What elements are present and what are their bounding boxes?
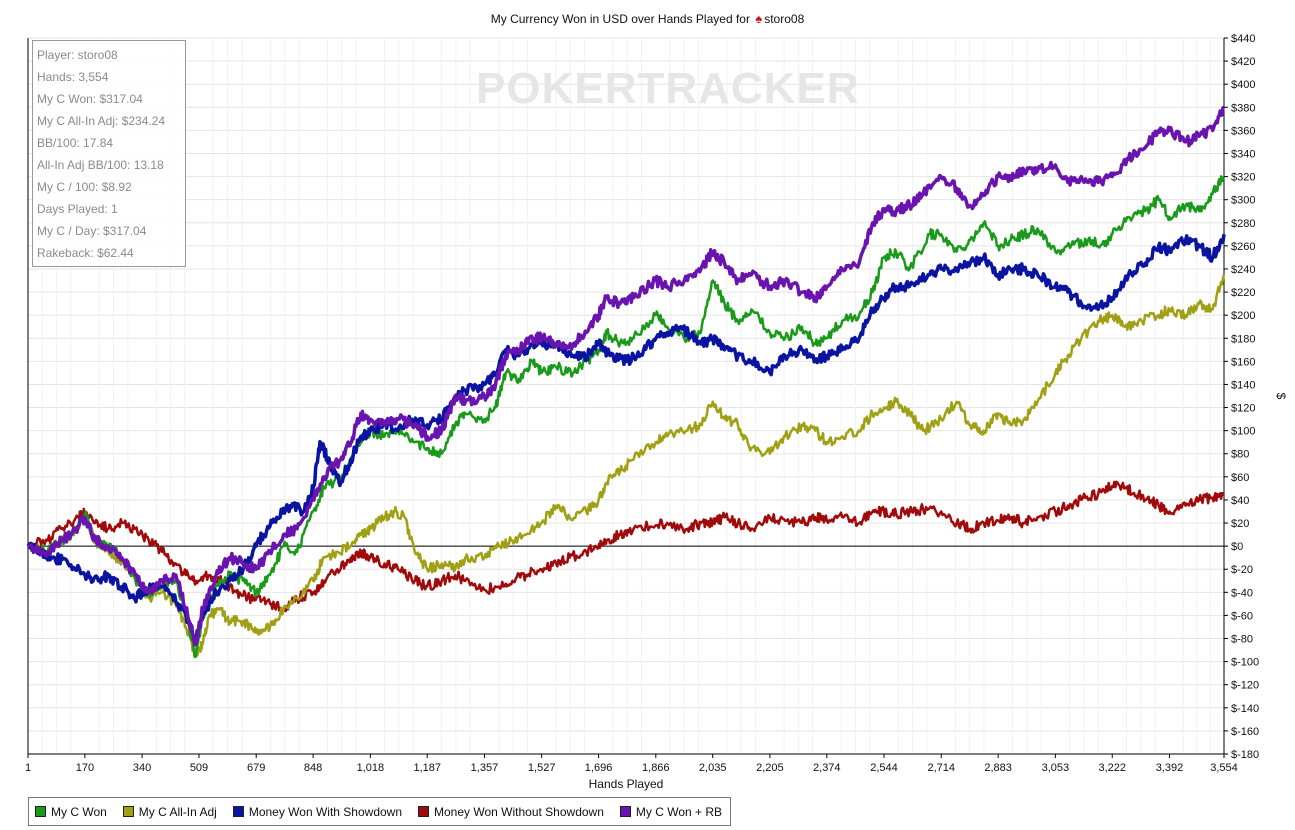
stat-line: Rakeback: $62.44: [37, 246, 134, 260]
y-tick-label: $260: [1231, 241, 1255, 253]
y-tick-label: $-60: [1231, 610, 1253, 622]
stat-line: Hands: 3,554: [37, 70, 109, 84]
x-tick-label: 2,883: [984, 762, 1012, 774]
legend-swatch: [619, 806, 631, 817]
y-tick-label: $240: [1231, 264, 1255, 276]
x-tick-label: 2,035: [699, 762, 727, 774]
x-axis-label: Hands Played: [589, 777, 664, 791]
y-tick-label: $-20: [1231, 564, 1253, 576]
y-tick-label: $220: [1231, 287, 1255, 299]
y-tick-label: $-40: [1231, 587, 1253, 599]
y-tick-label: $60: [1231, 472, 1249, 484]
y-tick-label: $200: [1231, 310, 1255, 322]
stat-line: BB/100: 17.84: [37, 136, 114, 150]
chart-title: My Currency Won in USD over Hands Played…: [0, 11, 1295, 26]
series-line: [27, 105, 1225, 647]
y-tick-label: $180: [1231, 333, 1255, 345]
legend-label: My C Won: [51, 804, 107, 819]
y-tick-label: $160: [1231, 356, 1255, 368]
y-tick-label: $20: [1231, 518, 1249, 530]
legend-label: Money Won Without Showdown: [434, 804, 604, 819]
stat-line: Player: storo08: [37, 48, 118, 62]
x-tick-label: 3,053: [1042, 762, 1070, 774]
x-tick-label: 2,374: [813, 762, 841, 774]
x-tick-label: 1: [25, 762, 31, 774]
y-tick-label: $-140: [1231, 703, 1259, 715]
y-tick-label: $400: [1231, 79, 1255, 91]
pokertracker-watermark: POKERTRACKER: [476, 64, 860, 113]
y-tick-label: $-180: [1231, 749, 1259, 761]
chart-title-player: storo08: [764, 12, 805, 26]
y-tick-label: $-100: [1231, 657, 1259, 669]
y-tick-label: $380: [1231, 102, 1255, 114]
x-tick-label: 509: [190, 762, 208, 774]
x-tick-label: 1,357: [471, 762, 499, 774]
y-tick-label: $100: [1231, 426, 1255, 438]
legend-item[interactable]: My C All-In Adj: [122, 804, 217, 819]
x-tick-label: 2,205: [756, 762, 784, 774]
y-tick-label: $80: [1231, 449, 1249, 461]
chart-title-text: My Currency Won in USD over Hands Played…: [490, 12, 750, 26]
y-tick-label: $-160: [1231, 726, 1259, 738]
x-tick-label: 679: [247, 762, 265, 774]
chart-legend: My C Won My C All-In Adj Money Won With Sh…: [28, 797, 732, 826]
x-tick-label: 170: [76, 762, 94, 774]
series-line: [26, 175, 1226, 659]
legend-label: Money Won With Showdown: [248, 804, 403, 819]
legend-swatch: [122, 806, 134, 817]
x-tick-label: 1,696: [585, 762, 613, 774]
legend-item[interactable]: Money Won With Showdown: [232, 804, 403, 819]
y-axis-label: $: [1274, 393, 1288, 400]
x-tick-label: 3,222: [1098, 762, 1126, 774]
y-tick-label: $440: [1231, 33, 1255, 45]
x-tick-label: 2,544: [870, 762, 898, 774]
series-line: [27, 480, 1225, 615]
stats-box: Player: storo08 Hands: 3,554 My C Won: $31…: [32, 40, 186, 267]
y-tick-label: $340: [1231, 148, 1255, 160]
series-line: [26, 234, 1226, 641]
x-tick-label: 1,866: [642, 762, 670, 774]
y-tick-label: $360: [1231, 125, 1255, 137]
x-tick-label: 340: [133, 762, 151, 774]
y-tick-label: $120: [1231, 403, 1255, 415]
legend-item[interactable]: Money Won Without Showdown: [418, 805, 604, 819]
stat-line: My C / 100: $8.92: [37, 180, 132, 194]
legend-swatch: [35, 806, 46, 817]
x-tick-label: 2,714: [927, 762, 955, 774]
y-tick-label: $420: [1231, 56, 1255, 68]
x-tick-label: 1,018: [357, 762, 385, 774]
x-tick-label: 1,527: [528, 762, 556, 774]
legend-item[interactable]: My C Won: [35, 805, 107, 819]
stat-line: Days Played: 1: [37, 202, 118, 216]
stat-line: My C Won: $317.04: [37, 92, 143, 106]
spade-icon: ♠: [755, 11, 763, 26]
stat-line: My C / Day: $317.04: [37, 224, 147, 238]
legend-item[interactable]: My C Won + RB: [619, 804, 723, 819]
y-tick-label: $300: [1231, 195, 1255, 207]
legend-label: My C Won + RB: [635, 804, 723, 819]
y-tick-label: $140: [1231, 379, 1255, 391]
y-tick-label: $0: [1231, 541, 1243, 553]
stat-line: All-In Adj BB/100: 13.18: [37, 158, 164, 172]
y-tick-label: $-120: [1231, 680, 1259, 692]
y-tick-label: $280: [1231, 218, 1255, 230]
series-line: [26, 274, 1226, 658]
y-tick-label: $40: [1231, 495, 1249, 507]
x-tick-label: 1,187: [413, 762, 441, 774]
legend-label: My C All-In Adj: [138, 804, 217, 819]
x-tick-label: 848: [304, 762, 322, 774]
x-tick-label: 3,554: [1210, 762, 1238, 774]
stat-line: My C All-In Adj: $234.24: [37, 114, 166, 128]
legend-swatch: [232, 806, 244, 817]
y-tick-label: $320: [1231, 172, 1255, 184]
y-tick-label: $-80: [1231, 634, 1253, 646]
legend-swatch: [418, 806, 430, 817]
x-tick-label: 3,392: [1156, 762, 1184, 774]
